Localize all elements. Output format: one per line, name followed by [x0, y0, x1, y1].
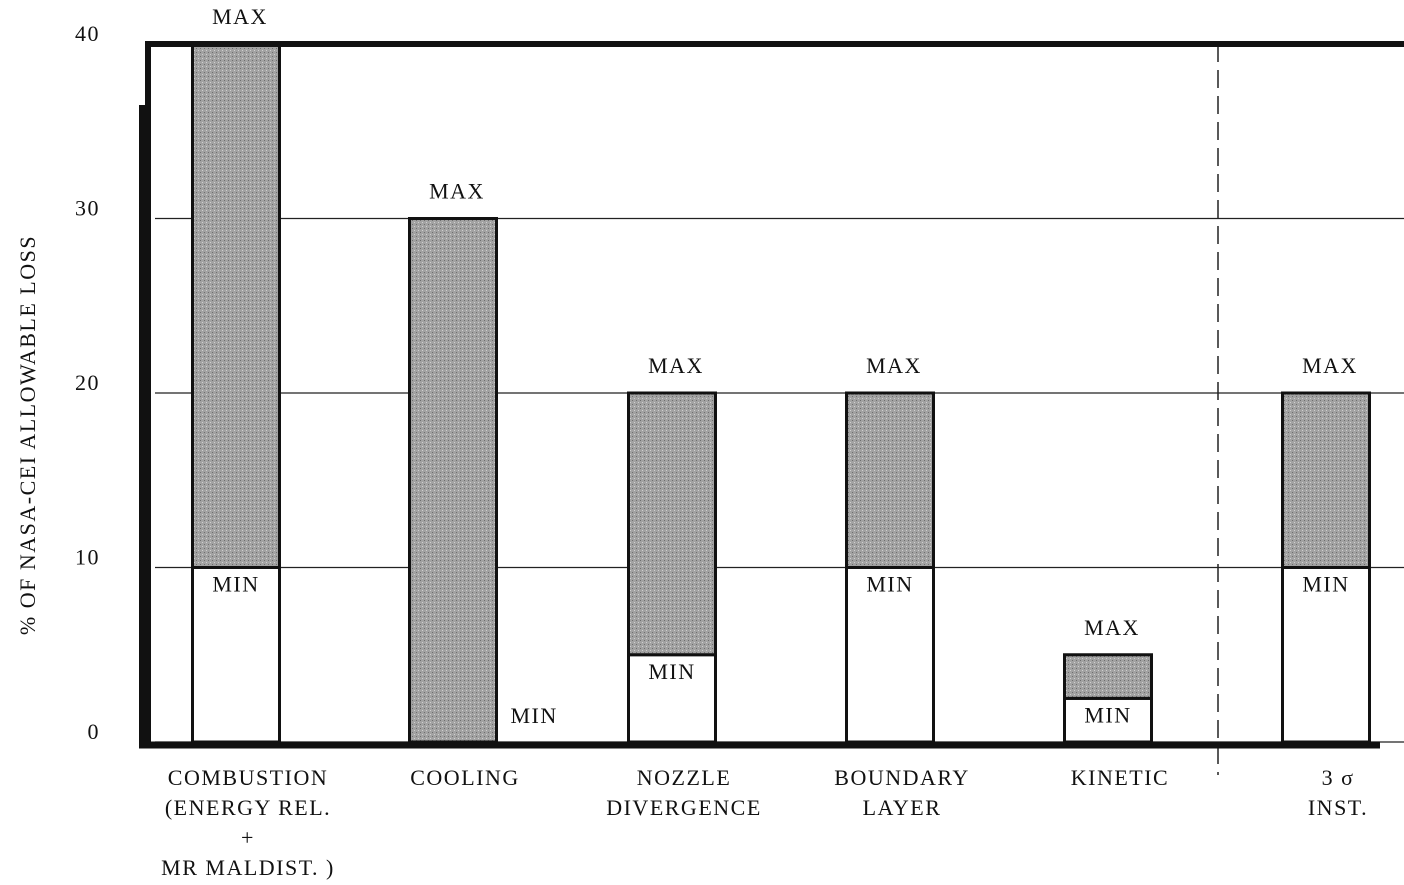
min-label: MIN: [1302, 572, 1349, 597]
min-label: MIN: [648, 659, 695, 684]
bar-lower: [1281, 566, 1371, 744]
bar-range: [408, 217, 498, 744]
x-tick-label: MR MALDIST. ): [161, 855, 335, 880]
x-tick-label: COOLING: [410, 765, 520, 790]
bar-range: [1063, 653, 1153, 700]
x-tick-label: NOZZLE: [637, 765, 732, 790]
x-tick-label: +: [241, 825, 255, 850]
x-tick-label: INST.: [1308, 795, 1368, 820]
min-label: MIN: [511, 703, 558, 728]
x-tick-label: COMBUSTION: [168, 765, 328, 790]
x-tick-label: DIVERGENCE: [606, 795, 762, 820]
bar-range: [191, 42, 281, 569]
max-label: MAX: [212, 4, 268, 29]
y-tick-label: 0: [88, 719, 101, 744]
max-label: MAX: [1302, 353, 1358, 378]
min-label: MIN: [1084, 702, 1131, 727]
max-label: MAX: [648, 353, 704, 378]
min-label: MIN: [212, 572, 259, 597]
x-tick-label: LAYER: [863, 795, 942, 820]
y-tick-label: 40: [75, 21, 100, 46]
max-label: MAX: [429, 179, 485, 204]
x-tick-label: (ENERGY REL.: [165, 795, 331, 820]
y-tick-label: 20: [75, 370, 100, 395]
y-tick-label: 10: [75, 545, 100, 570]
x-tick-label: 3 σ: [1322, 765, 1355, 790]
bar-lower: [845, 566, 935, 744]
y-axis-label: % OF NASA-CEI ALLOWABLE LOSS: [15, 235, 40, 635]
y-tick-label: 30: [75, 196, 100, 221]
max-label: MAX: [866, 353, 922, 378]
min-label: MIN: [866, 572, 913, 597]
bar-range: [1281, 391, 1371, 569]
bar-range: [845, 391, 935, 569]
max-label: MAX: [1084, 615, 1140, 640]
bar-lower: [627, 653, 717, 744]
x-tick-label: BOUNDARY: [834, 765, 969, 790]
bar-range: [627, 391, 717, 657]
x-tick-label: KINETIC: [1071, 765, 1169, 790]
